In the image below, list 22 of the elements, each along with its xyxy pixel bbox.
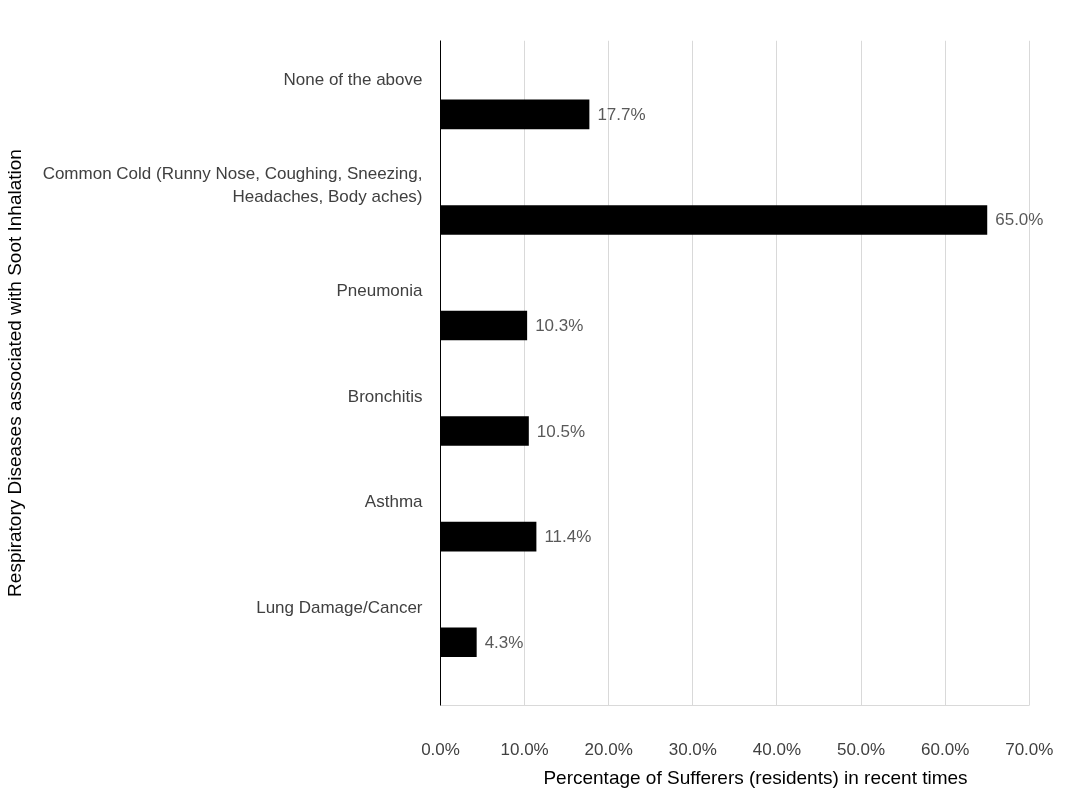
- x-tick-label: 30.0%: [668, 739, 717, 759]
- x-tick-label: 50.0%: [836, 739, 886, 759]
- x-tick-label: 40.0%: [752, 739, 802, 759]
- data-label: 4.3%: [484, 632, 524, 652]
- x-tick-label: 10.0%: [500, 739, 549, 759]
- y-tick-label: Asthma: [364, 492, 424, 512]
- y-tick-label: Common Cold (Runny Nose, Coughing, Sneezing, Headaches, Body aches): [42, 164, 423, 207]
- data-label: 11.4%: [544, 527, 592, 547]
- x-tick-label: 20.0%: [584, 739, 633, 759]
- x-axis-title: Percentage of Sufferers (residents) in recent times: [543, 766, 968, 788]
- y-tick-label: Lung Damage/Cancer: [256, 597, 423, 617]
- x-tick-label: 60.0%: [921, 739, 970, 759]
- x-tick-label: 70.0%: [1005, 739, 1054, 759]
- y-tick-label: None of the above: [283, 70, 423, 90]
- y-axis-title: Respiratory Diseases associated with Soot Inhalation: [3, 149, 25, 597]
- y-tick-label: Pneumonia: [336, 281, 424, 301]
- data-label: 65.0%: [995, 210, 1044, 230]
- y-tick-label: Bronchitis: [347, 386, 423, 406]
- data-label: 10.5%: [536, 421, 586, 441]
- data-label: 17.7%: [597, 104, 646, 124]
- data-label: 10.3%: [535, 316, 584, 335]
- x-tick-label: 0.0%: [421, 739, 460, 759]
